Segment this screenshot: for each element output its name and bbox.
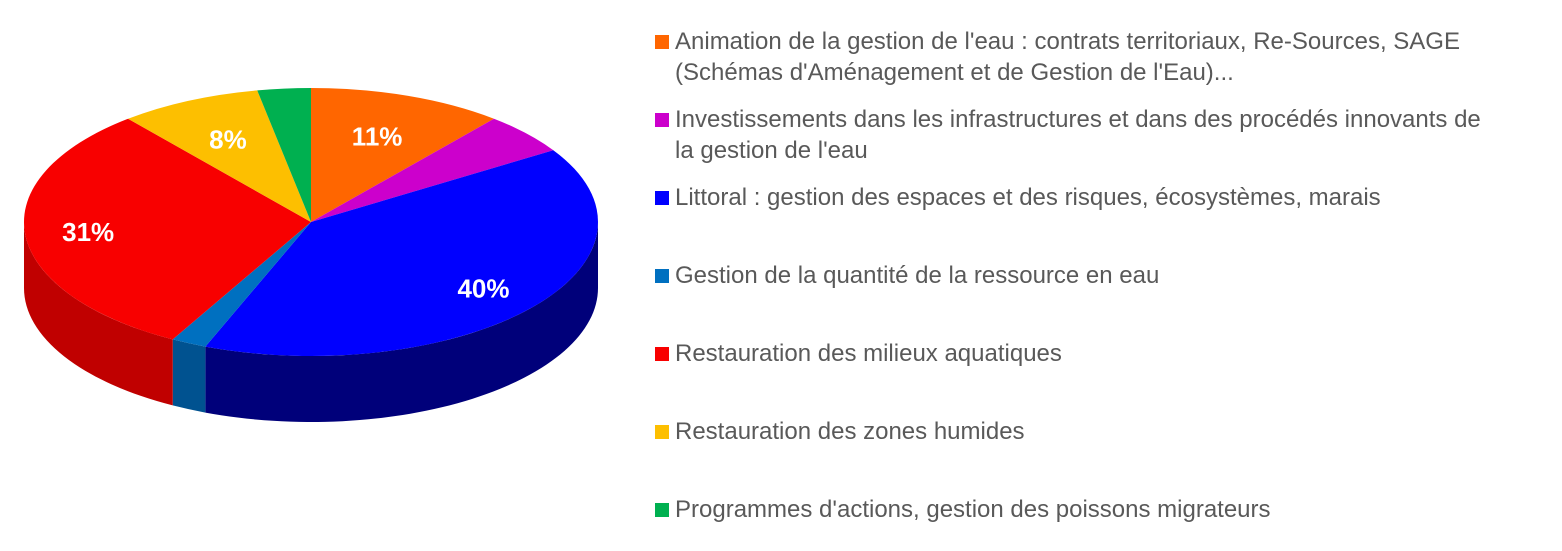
data-label: 40%	[457, 274, 509, 304]
pie-slice	[128, 90, 311, 222]
pie-slice	[205, 150, 599, 356]
legend-label: Animation de la gestion de l'eau : contr…	[675, 28, 1460, 86]
legend-label: Restauration des milieux aquatiques	[675, 340, 1062, 367]
slice-side	[205, 222, 599, 422]
legend-item-quantite: Gestion de la quantité de la ressource e…	[655, 260, 1159, 291]
legend-item-littoral: Littoral : gestion des espaces et des ri…	[655, 182, 1381, 213]
legend-swatch	[655, 425, 669, 439]
legend-swatch	[655, 347, 669, 361]
legend-label: Investissements dans les infrastructures…	[675, 106, 1481, 164]
pie-slice	[23, 118, 312, 340]
pie-slice	[311, 118, 554, 222]
pie-chart: 11% 40% 31% 8%	[23, 88, 599, 422]
legend-swatch	[655, 191, 669, 205]
legend-item-zones-humides: Restauration des zones humides	[655, 416, 1025, 447]
pie-slice	[257, 88, 311, 222]
slice-side	[172, 339, 206, 413]
slice-side	[24, 222, 173, 406]
legend-swatch	[655, 269, 669, 283]
legend-swatch	[655, 35, 669, 49]
legend-label: Programmes d'actions, gestion des poisso…	[675, 496, 1271, 523]
data-label: 31%	[62, 217, 114, 247]
legend-item-poissons: Programmes d'actions, gestion des poisso…	[655, 494, 1271, 525]
legend-swatch	[655, 113, 669, 127]
legend-label: Gestion de la quantité de la ressource e…	[675, 262, 1160, 289]
legend-swatch	[655, 503, 669, 517]
legend-label: Littoral : gestion des espaces et des ri…	[675, 184, 1381, 211]
legend-item-investissements: Investissements dans les infrastructures…	[655, 104, 1505, 166]
legend-item-milieux: Restauration des milieux aquatiques	[655, 338, 1062, 369]
data-label: 8%	[209, 125, 247, 155]
pie-slice	[311, 88, 494, 222]
legend-label: Restauration des zones humides	[675, 418, 1025, 445]
data-label: 11%	[352, 121, 403, 151]
pie-slice	[172, 222, 311, 347]
legend-item-animation: Animation de la gestion de l'eau : contr…	[655, 26, 1535, 88]
